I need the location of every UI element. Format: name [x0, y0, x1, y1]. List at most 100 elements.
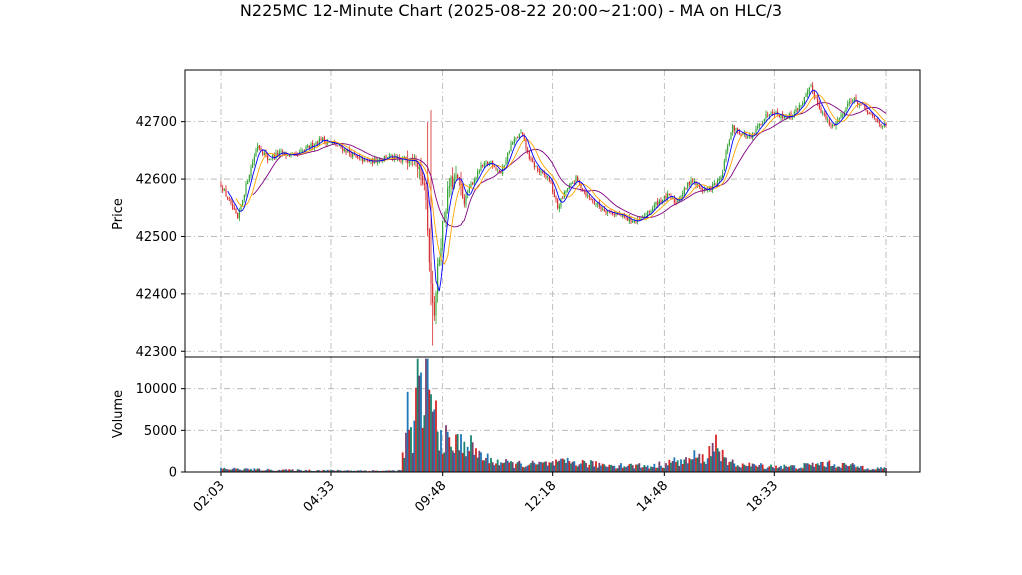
candle-body [247, 181, 249, 184]
candle-body [552, 182, 554, 193]
x-tick-label: 14:48 [634, 478, 671, 515]
volume-bar [678, 465, 681, 472]
candle-body [485, 163, 487, 164]
candle-body [283, 152, 285, 155]
volume-bar [515, 463, 517, 472]
volume-bar [368, 470, 371, 472]
candle-body [630, 218, 632, 223]
volume-bar [331, 470, 334, 472]
volume-bar [570, 463, 572, 472]
candle-body [750, 135, 752, 139]
candle-body [598, 202, 600, 207]
volume-bar [675, 462, 677, 472]
candle-body [613, 214, 615, 216]
candle-body [435, 293, 437, 316]
volume-bar [565, 462, 567, 472]
volume-bar [323, 470, 326, 472]
volume-bar [865, 469, 867, 472]
candle-body [462, 186, 464, 198]
volume-bar [358, 470, 361, 472]
volume-bar [796, 469, 799, 472]
volume-bar [521, 466, 524, 472]
candle-body [683, 188, 685, 194]
volume-bar [853, 464, 856, 472]
volume-bar [536, 464, 539, 472]
candle-body [517, 137, 519, 139]
volume-bar [728, 461, 731, 472]
candle-body [682, 193, 684, 196]
volume-bar [551, 461, 554, 472]
candle-body [478, 171, 480, 173]
volume-axis-label: Volume [111, 390, 126, 438]
candle-body [885, 123, 887, 126]
candle-body [762, 122, 764, 124]
volume-bar [283, 469, 286, 472]
candle-body [582, 188, 584, 191]
candle-body [400, 161, 402, 162]
candle-body [348, 149, 350, 154]
volume-bar [781, 468, 784, 472]
volume-bar [418, 375, 421, 472]
candle-body [687, 182, 689, 188]
ma-fast-line [227, 89, 887, 292]
volume-bar [296, 469, 299, 472]
candle-body [257, 145, 259, 151]
volume-bar [315, 470, 317, 472]
volume-bar [463, 441, 466, 472]
volume-bar [561, 458, 564, 472]
candle-body [377, 161, 379, 163]
volume-bar [685, 457, 687, 472]
volume-bar [643, 465, 646, 472]
candle-body [340, 145, 342, 149]
candle-body [757, 126, 759, 129]
volume-bar [326, 469, 329, 472]
candle-body [588, 195, 590, 198]
volume-bar [305, 469, 307, 472]
candle-body [848, 101, 850, 105]
volume-bar [338, 470, 341, 472]
volume-bar [880, 467, 882, 472]
candle-body [735, 127, 737, 130]
volume-bar [276, 470, 279, 472]
candle-body [665, 195, 667, 199]
volume-bar [695, 457, 697, 472]
candle-body [450, 176, 452, 187]
volume-bar [288, 469, 291, 472]
volume-bar [765, 468, 767, 472]
candle-body [270, 158, 272, 160]
volume-bar [686, 463, 689, 472]
volume-bar [775, 465, 777, 472]
volume-bar [723, 457, 726, 472]
volume-bar [335, 470, 337, 472]
candle-body [637, 219, 639, 222]
volume-bar [408, 429, 411, 472]
volume-bar [696, 457, 699, 472]
volume-bar [293, 470, 296, 472]
volume-bar [580, 463, 582, 472]
volume-bar [616, 468, 619, 472]
candle-body [867, 110, 869, 114]
candle-body [382, 159, 384, 161]
volume-bar [511, 462, 514, 472]
volume-bar [430, 394, 432, 472]
volume-bar [481, 460, 484, 472]
candle-body [670, 195, 672, 199]
volume-bar [468, 451, 471, 472]
volume-bar [381, 470, 384, 472]
candle-body [880, 124, 882, 127]
volume-bar [825, 467, 827, 472]
volume-bar [371, 470, 374, 472]
volume-bar [650, 466, 652, 472]
volume-bar [815, 463, 817, 472]
volume-bar [855, 467, 857, 472]
volume-bar [816, 463, 819, 472]
volume-bar [670, 462, 672, 472]
candle-body [363, 158, 365, 162]
candle-body [430, 262, 432, 284]
volume-bar [360, 470, 362, 472]
volume-bar [653, 463, 656, 472]
candle-body [522, 132, 524, 137]
volume-bar [840, 467, 842, 472]
volume-bar [220, 467, 222, 472]
